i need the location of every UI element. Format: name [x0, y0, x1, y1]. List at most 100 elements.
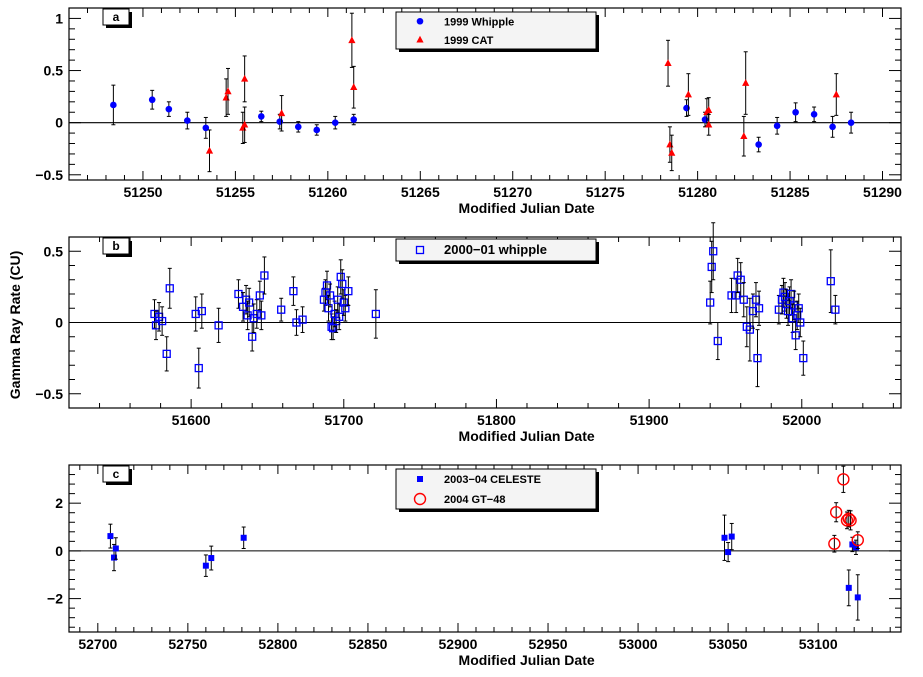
data-point: [224, 87, 232, 95]
data-point: [666, 140, 674, 148]
y-tick-label: 0: [55, 315, 63, 331]
panel-b: 51600 51700 51800 51900 52000 −0.5 0 0.5 Modifie…: [35, 222, 902, 444]
data-point: [753, 353, 762, 363]
series-1: [205, 12, 840, 173]
data-point: [829, 506, 843, 519]
data-point: [333, 295, 342, 304]
data-point: [257, 113, 265, 120]
data-point: [248, 332, 257, 341]
x-tick-label: 51275: [586, 184, 625, 200]
data-point: [831, 305, 840, 314]
data-point: [324, 304, 333, 313]
data-point: [731, 291, 741, 300]
data-point: [107, 533, 114, 540]
x-tick-label: 52850: [348, 636, 387, 652]
data-point: [112, 545, 119, 552]
plot-frame: [68, 7, 902, 181]
data-point: [664, 59, 672, 67]
series-1: [828, 465, 864, 553]
data-point: [829, 123, 836, 131]
x-axis-title: Modified Julian Date: [459, 428, 595, 444]
legend-marker: [416, 35, 424, 43]
data-point: [184, 117, 191, 124]
y-tick-label: −0.5: [35, 386, 63, 402]
x-tick-label: 52800: [258, 636, 297, 652]
data-point: [205, 146, 214, 154]
data-point: [706, 298, 715, 307]
panel-tag: a: [102, 8, 132, 28]
data-point: [350, 116, 358, 123]
data-point: [854, 594, 861, 601]
plot-frame: [68, 464, 902, 633]
legend-marker: [416, 17, 424, 25]
data-point: [845, 584, 852, 591]
data-point: [810, 111, 818, 118]
panel-label: a: [113, 10, 120, 24]
legend-label: 1999 CAT: [444, 35, 494, 47]
x-axis-title: Modified Julian Date: [459, 200, 595, 216]
y-tick-label: 0.5: [44, 63, 64, 79]
data-point: [740, 132, 748, 140]
data-point: [162, 349, 171, 359]
data-point: [755, 141, 762, 148]
legend: 1999 Whipple 1999 CAT: [395, 11, 599, 52]
data-point: [339, 298, 348, 307]
x-tick-label: 51265: [401, 184, 440, 200]
x-tick-label: 51285: [771, 184, 810, 200]
data-point: [725, 549, 732, 556]
x-tick-label: 53050: [709, 636, 748, 652]
series-0: [150, 222, 840, 389]
data-point: [313, 126, 321, 134]
data-point: [277, 305, 286, 314]
x-tick-label: 53000: [619, 636, 658, 652]
legend: 2000−01 whipple: [395, 238, 599, 264]
data-point: [844, 514, 857, 527]
data-point: [852, 544, 859, 551]
data-point: [197, 306, 206, 316]
data-point: [842, 512, 855, 525]
panel-label: c: [113, 467, 120, 481]
y-tick-label: 0: [55, 115, 63, 131]
x-tick-label: 51900: [630, 412, 669, 428]
data-point: [325, 291, 335, 300]
x-tick-label: 51255: [216, 184, 255, 200]
data-point: [773, 122, 781, 130]
panel-tag: c: [102, 465, 132, 485]
data-point: [157, 316, 167, 326]
x-tick-label: 51600: [172, 412, 211, 428]
data-point: [257, 311, 266, 320]
panel-c: 52700 52750 52800 52850 52900 52950 53000 53050…: [47, 464, 902, 668]
data-point: [837, 473, 850, 486]
data-point: [745, 325, 755, 334]
data-point: [255, 291, 264, 300]
data-point: [344, 286, 353, 296]
data-point: [348, 36, 356, 44]
data-point: [783, 306, 793, 316]
x-tick-label: 51270: [493, 184, 532, 200]
data-point: [705, 120, 713, 128]
data-point: [713, 336, 722, 346]
x-tick-label: 53100: [799, 636, 838, 652]
data-point: [792, 108, 799, 116]
data-point: [252, 309, 261, 319]
data-point: [148, 96, 156, 104]
data-point: [728, 533, 735, 540]
data-point: [335, 312, 344, 321]
x-tick-label: 52950: [529, 636, 568, 652]
y-tick-label: 0: [55, 543, 63, 559]
y-tick-label: 2: [55, 495, 63, 511]
y-tick-label: −2: [47, 591, 63, 607]
data-point: [165, 284, 174, 293]
panel-tag: b: [102, 237, 132, 257]
data-point: [736, 275, 745, 284]
legend-marker: [413, 492, 427, 506]
data-point: [371, 309, 380, 319]
series-0: [110, 84, 855, 153]
legend-label: 1999 Whipple: [444, 16, 514, 28]
y-tick-label: 0.5: [44, 243, 64, 259]
data-point: [849, 541, 856, 548]
x-tick-label: 51800: [477, 412, 516, 428]
data-point: [705, 106, 713, 113]
data-point: [828, 537, 841, 550]
